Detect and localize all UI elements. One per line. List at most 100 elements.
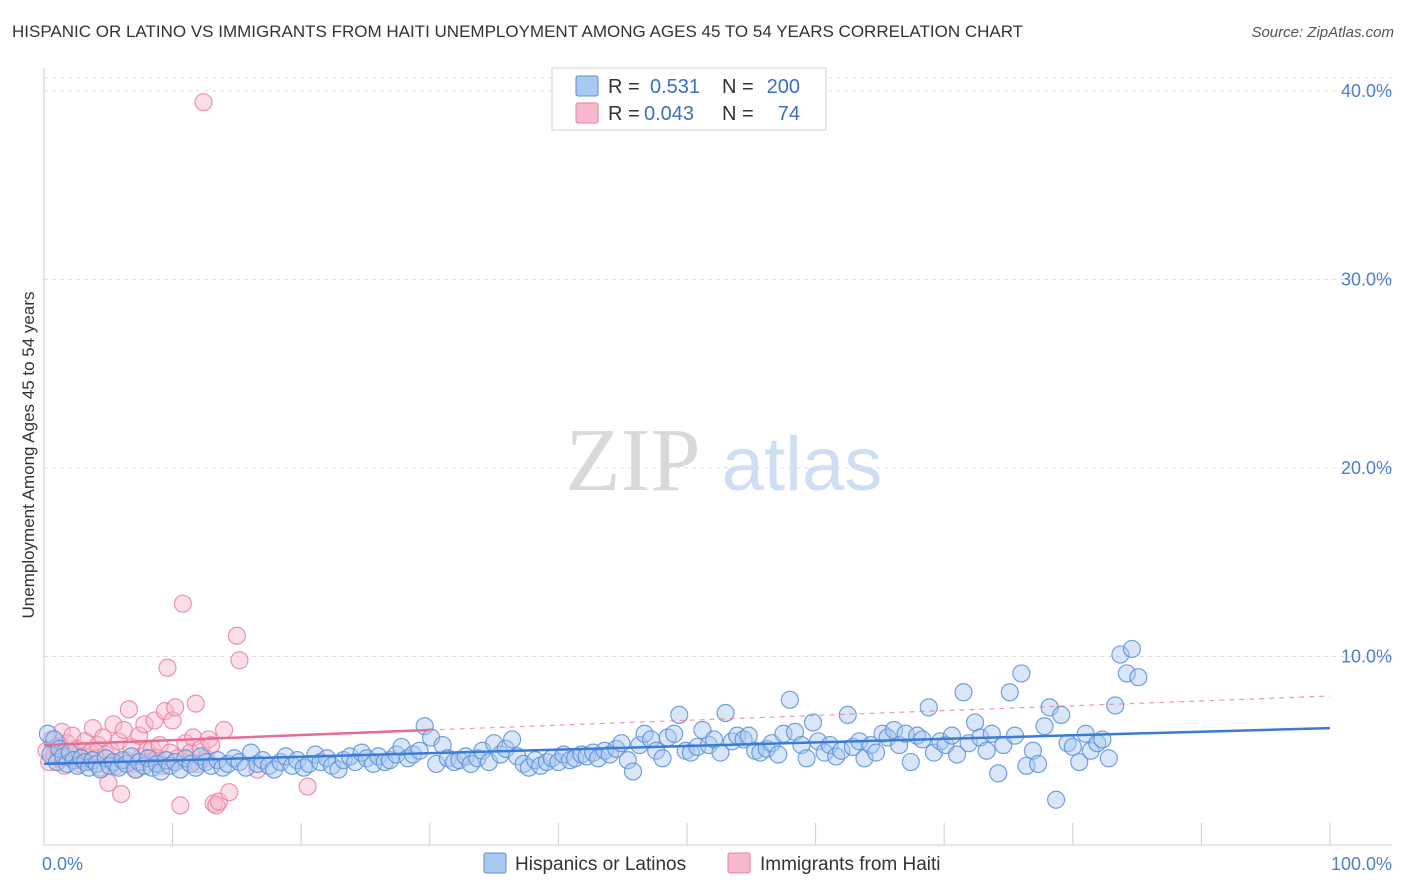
hispanic-point-167 (942, 726, 962, 745)
hispanic-point-179 (1012, 664, 1031, 683)
hispanic-point-168 (947, 745, 967, 764)
watermark-zip: ZIP (566, 411, 701, 510)
hispanic-point-149 (838, 705, 857, 725)
x-tick-label-1: 100.0% (1331, 854, 1392, 874)
haiti-point-38 (135, 715, 154, 734)
series-immigrants-from-haiti (37, 93, 317, 815)
haiti-point-53 (173, 594, 192, 613)
y-tick-labels: 10.0% 20.0% 30.0% 40.0% (1341, 81, 1392, 667)
hispanic-point-139 (780, 690, 799, 709)
hispanic-point-132 (739, 726, 758, 745)
hispanic-point-92 (508, 747, 527, 766)
hispanic-point-147 (827, 747, 846, 766)
y-tick-label-3: 40.0% (1341, 81, 1392, 101)
haiti-point-73 (298, 777, 317, 796)
haiti-point-29 (112, 784, 131, 804)
stats-r-value-blue: 0.531 (650, 76, 700, 98)
hispanic-point-106 (589, 749, 608, 768)
legend-label-hispanics: Hispanics or Latinos (515, 854, 686, 875)
hispanic-point-196 (1111, 645, 1130, 664)
haiti-point-70 (227, 626, 246, 645)
hispanic-point-61 (329, 760, 348, 779)
legend-swatch-hispanics (483, 852, 507, 874)
legend-swatch-haiti (727, 852, 751, 874)
haiti-point-47 (158, 658, 177, 677)
stats-n-label-pink: N = (722, 103, 754, 125)
haiti-point-61 (194, 93, 213, 112)
haiti-point-52 (171, 796, 190, 815)
stats-legend: R = 0.531 N = 200 R = 0.043 N = 74 (551, 67, 827, 131)
hispanic-point-191 (1081, 741, 1100, 760)
hispanic-point-185 (1046, 790, 1066, 809)
stats-n-label-blue: N = (722, 76, 754, 98)
hispanic-point-159 (896, 724, 915, 743)
hispanic-point-198 (1122, 639, 1142, 659)
haiti-point-50 (166, 698, 185, 717)
legend-label-haiti: Immigrants from Haiti (760, 854, 941, 875)
hispanic-point-64 (346, 752, 365, 772)
hispanic-point-171 (965, 713, 985, 732)
hispanic-point-142 (797, 749, 816, 768)
hispanic-point-183 (1035, 717, 1054, 736)
hispanic-point-91 (503, 730, 522, 749)
haiti-point-32 (119, 700, 138, 719)
haiti-point-58 (186, 694, 205, 713)
haiti-point-36 (130, 726, 149, 745)
stats-r-label-pink: R = (608, 103, 640, 125)
y-tick-label-1: 20.0% (1341, 458, 1392, 478)
haiti-point-71 (230, 651, 249, 670)
chart-source: Source: ZipAtlas.com (1251, 24, 1394, 41)
stats-swatch-pink (575, 102, 599, 124)
hispanic-point-195 (1106, 696, 1125, 715)
hispanic-point-173 (977, 741, 996, 760)
watermark: ZIP atlas (566, 411, 883, 510)
haiti-point-26 (104, 715, 123, 734)
hispanic-point-182 (1028, 754, 1048, 774)
y-tick-label-2: 30.0% (1341, 269, 1392, 289)
hispanic-point-75 (410, 741, 429, 760)
haiti-point-46 (155, 702, 174, 721)
hispanic-point-26 (139, 749, 158, 768)
bottom-legend: Hispanics or Latinos Immigrants from Hai… (483, 852, 941, 875)
hispanic-point-112 (623, 762, 643, 781)
axes (43, 68, 1392, 846)
haiti-point-64 (202, 735, 221, 755)
stats-swatch-blue (575, 75, 599, 97)
hispanic-point-29 (151, 762, 171, 781)
stats-n-value-pink: 74 (778, 103, 800, 125)
hispanic-point-111 (618, 751, 637, 770)
x-tick-label-0: 0.0% (42, 854, 83, 874)
hispanic-point-188 (1063, 737, 1082, 757)
stats-r-value-pink: 0.043 (644, 103, 694, 125)
hispanic-point-143 (803, 713, 823, 732)
hispanic-point-186 (1052, 705, 1071, 725)
stats-r-label-blue: R = (608, 76, 640, 98)
haiti-point-68 (214, 720, 234, 740)
hispanic-point-120 (670, 705, 689, 725)
hispanic-point-137 (769, 745, 788, 764)
hispanic-point-175 (989, 764, 1008, 783)
y-tick-label-0: 10.0% (1341, 646, 1392, 666)
hispanic-point-119 (665, 724, 684, 743)
hispanic-point-154 (866, 743, 886, 762)
x-tick-labels: 0.0% 100.0% (42, 854, 1392, 874)
hispanic-point-199 (1129, 668, 1148, 687)
haiti-point-30 (114, 720, 133, 740)
hispanic-point-128 (716, 703, 735, 723)
hispanic-point-180 (1017, 756, 1036, 775)
trendline-haiti (43, 728, 430, 747)
trendlines (43, 695, 1331, 766)
watermark-atlas: atlas (722, 422, 883, 507)
hispanic-point-163 (919, 698, 938, 717)
trendline-haiti-extended (429, 695, 1331, 731)
y-axis-label: Unemployment Among Ages 45 to 54 years (19, 292, 38, 619)
hispanic-point-197 (1117, 664, 1136, 683)
hispanic-point-189 (1070, 752, 1089, 772)
hispanic-point-177 (1000, 683, 1019, 702)
grid (44, 77, 1392, 657)
hispanic-point-94 (519, 758, 538, 777)
hispanic-point-78 (427, 754, 446, 774)
hispanic-point-160 (901, 752, 920, 772)
hispanic-point-169 (954, 683, 973, 702)
